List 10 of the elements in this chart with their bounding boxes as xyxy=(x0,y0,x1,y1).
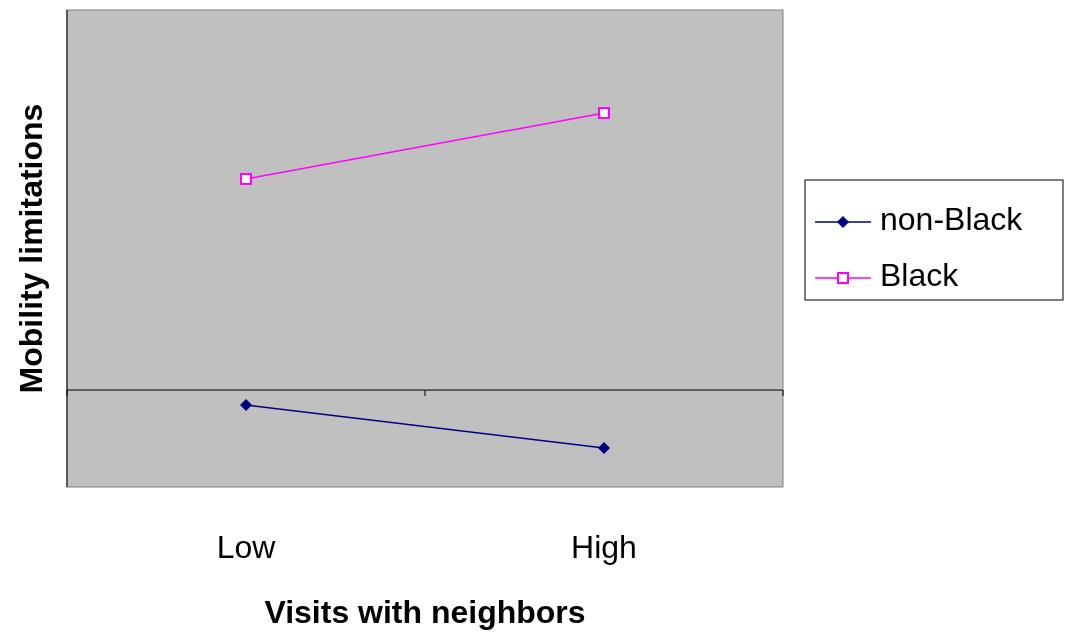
point xyxy=(598,441,610,454)
point xyxy=(240,172,252,185)
x-tick-label: High xyxy=(571,529,637,565)
x-tick-label: Low xyxy=(216,529,277,565)
point xyxy=(598,107,610,120)
y-axis-title: Mobility limitations xyxy=(13,103,49,394)
point xyxy=(240,399,252,412)
legend-label: Black xyxy=(880,257,960,294)
x-axis-title: Visits with neighbors xyxy=(264,594,586,630)
legend-label: non-Black xyxy=(880,201,1024,238)
